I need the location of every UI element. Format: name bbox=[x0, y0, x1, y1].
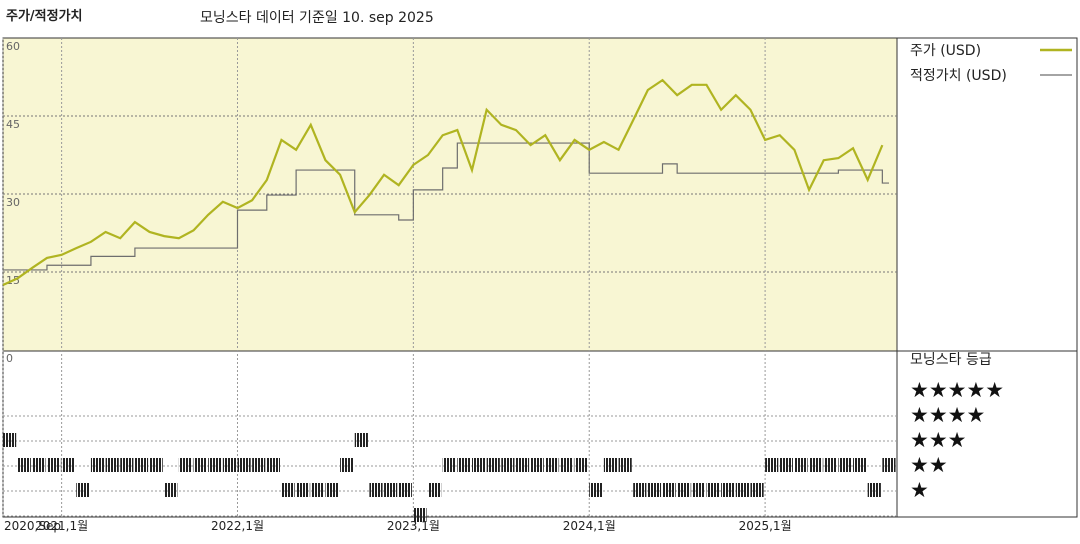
rating-bar bbox=[149, 458, 163, 472]
rating-bar bbox=[794, 458, 808, 472]
rating-bar bbox=[354, 433, 368, 447]
rating-bar bbox=[266, 458, 280, 472]
rating-bar bbox=[750, 483, 764, 497]
rating-bar bbox=[120, 458, 134, 472]
x-tick-label: 2025,1월 bbox=[739, 519, 792, 533]
rating-bar bbox=[237, 458, 251, 472]
legend-label: 주가 (USD) bbox=[910, 43, 981, 59]
rating-bar bbox=[90, 458, 105, 472]
rating-bar bbox=[340, 458, 354, 472]
rating-bar bbox=[677, 483, 691, 497]
rating-bar bbox=[164, 483, 178, 497]
rating-legend: ★★★★ bbox=[910, 403, 985, 427]
x-tick-label: 2020,Sep bbox=[4, 519, 61, 533]
rating-bar bbox=[530, 458, 544, 472]
rating-bar bbox=[105, 458, 119, 472]
rating-bar bbox=[574, 458, 588, 472]
rating-title: 모닝스타 등급 bbox=[910, 352, 992, 368]
rating-bar bbox=[603, 458, 618, 472]
rating-bar bbox=[413, 508, 427, 522]
y-tick-label: 30 bbox=[6, 196, 20, 209]
rating-bar bbox=[384, 483, 398, 497]
rating-bar bbox=[706, 483, 720, 497]
rating-bar bbox=[765, 458, 779, 472]
rating-bar bbox=[853, 458, 867, 472]
plot-background bbox=[3, 38, 897, 351]
rating-bar bbox=[222, 458, 237, 472]
rating-bar bbox=[208, 458, 222, 472]
x-tick-label: 2024,1월 bbox=[563, 519, 616, 533]
rating-bar bbox=[310, 483, 324, 497]
rating-bar bbox=[867, 483, 881, 497]
rating-bar bbox=[823, 458, 837, 472]
x-tick-label: 2021,1월 bbox=[35, 519, 88, 533]
y-tick-label: 60 bbox=[6, 40, 20, 53]
rating-bar bbox=[134, 458, 149, 472]
rating-bar bbox=[589, 483, 603, 497]
y-tick-label: 45 bbox=[6, 118, 20, 131]
rating-bar bbox=[882, 458, 896, 472]
rating-bar bbox=[633, 483, 647, 497]
chart-title: 주가/적정가치 bbox=[6, 8, 83, 24]
rating-bar bbox=[76, 483, 90, 497]
rating-bar bbox=[369, 483, 383, 497]
rating-bar bbox=[281, 483, 295, 497]
rating-bar bbox=[46, 458, 61, 472]
rating-bar bbox=[17, 458, 31, 472]
rating-bar bbox=[193, 458, 207, 472]
rating-bar bbox=[252, 458, 266, 472]
rating-bar bbox=[618, 458, 632, 472]
series-line bbox=[3, 142, 889, 271]
rating-bar bbox=[61, 458, 75, 472]
rating-bar bbox=[457, 458, 471, 472]
series-line bbox=[2, 78, 884, 286]
rating-bar bbox=[838, 458, 852, 472]
legend-label: 적정가치 (USD) bbox=[910, 68, 1007, 84]
rating-bar bbox=[32, 458, 46, 472]
rating-legend: ★ bbox=[910, 478, 929, 502]
x-tick-label: 2023,1월 bbox=[387, 519, 440, 533]
rating-bar bbox=[501, 458, 515, 472]
rating-bar bbox=[735, 483, 749, 497]
rating-bar bbox=[559, 458, 574, 472]
rating-bar bbox=[398, 483, 412, 497]
rating-bar bbox=[428, 483, 442, 497]
rating-bar bbox=[809, 458, 823, 472]
rating-bar bbox=[325, 483, 339, 497]
rating-legend: ★★ bbox=[910, 453, 948, 477]
rating-bar bbox=[691, 483, 706, 497]
rating-bar bbox=[296, 483, 310, 497]
rating-bar bbox=[3, 433, 17, 447]
rating-bar bbox=[442, 458, 456, 472]
rating-bar bbox=[515, 458, 530, 472]
rating-bar bbox=[779, 458, 793, 472]
frame bbox=[2, 37, 1078, 518]
rating-legend: ★★★★★ bbox=[910, 378, 1004, 402]
rating-legend: ★★★ bbox=[910, 428, 966, 452]
rating-bar bbox=[721, 483, 735, 497]
x-tick-label: 2022,1월 bbox=[211, 519, 264, 533]
rating-bar bbox=[178, 458, 193, 472]
chart-subtitle: 모닝스타 데이터 기준일 10. sep 2025 bbox=[200, 10, 434, 26]
rating-bar bbox=[662, 483, 676, 497]
rating-bar bbox=[486, 458, 500, 472]
rating-bar bbox=[471, 458, 486, 472]
rating-bar bbox=[647, 483, 662, 497]
y-tick-label: 0 bbox=[6, 352, 13, 365]
rating-bar bbox=[545, 458, 559, 472]
